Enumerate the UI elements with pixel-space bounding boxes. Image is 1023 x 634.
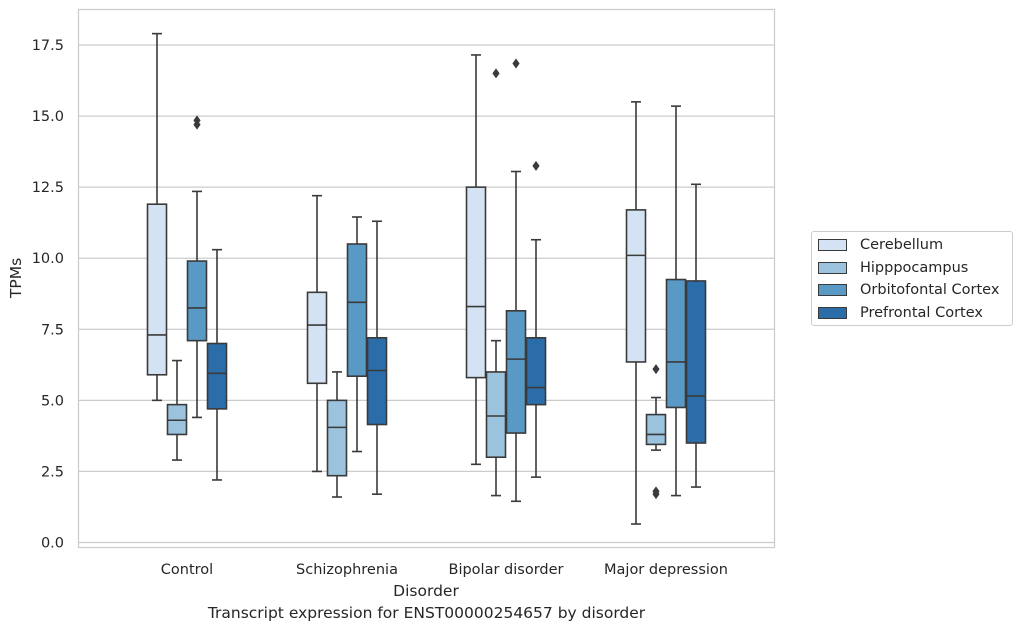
outlier-point — [532, 160, 540, 171]
box-body — [645, 413, 667, 446]
box — [206, 248, 228, 481]
legend-swatch — [818, 306, 847, 319]
box — [465, 54, 487, 466]
y-tick-labels: 0.0 2.5 5.0 7.5 10.0 12.5 15.0 17.5 — [32, 38, 64, 552]
outlier-point — [652, 364, 660, 375]
box — [525, 160, 547, 478]
legend-label: Hipppocampus — [860, 259, 969, 276]
outlier-point — [492, 68, 500, 79]
box-body — [485, 371, 507, 459]
box-body — [146, 203, 168, 376]
legend-swatch — [818, 261, 847, 274]
outlier-point — [512, 58, 520, 69]
box — [485, 68, 507, 497]
legend-item: Orbitofontal Cortex — [818, 280, 999, 300]
box — [505, 58, 527, 503]
box — [685, 183, 707, 488]
outlier-point — [193, 119, 201, 130]
y-tick-label: 15.0 — [32, 109, 64, 125]
box-body — [186, 260, 208, 342]
legend-swatch — [818, 239, 847, 251]
box — [166, 359, 188, 461]
box-body — [206, 342, 228, 410]
legend: Cerebellum Hipppocampus Orbitofontal Corte… — [811, 231, 1013, 326]
box — [366, 220, 388, 495]
y-tick-label: 10.0 — [32, 251, 64, 267]
plot-area-frame — [77, 8, 776, 549]
box-body — [685, 280, 707, 444]
x-tick-label: Control — [161, 562, 213, 578]
box — [146, 32, 168, 402]
legend-label: Orbitofontal Cortex — [860, 282, 1000, 298]
box-body — [326, 399, 348, 477]
box-body — [505, 310, 527, 434]
box — [645, 364, 667, 500]
x-tick-label: Schizophrenia — [296, 562, 398, 578]
box — [625, 101, 647, 525]
box — [326, 371, 348, 498]
box-body — [625, 209, 647, 363]
y-tick-label: 2.5 — [41, 464, 64, 480]
y-axis-label: TPMs — [7, 258, 25, 299]
box-body — [306, 291, 328, 385]
y-tick-label: 7.5 — [41, 322, 64, 338]
x-axis-label: Disorder — [393, 582, 459, 600]
x-tick-labels: Control Schizophrenia Bipolar disorder Majo… — [161, 562, 728, 578]
x-tick-label: Bipolar disorder — [449, 562, 564, 578]
box — [306, 194, 328, 473]
y-tick-label: 17.5 — [32, 38, 64, 54]
box-body — [366, 337, 388, 426]
legend-item: Hipppocampus — [818, 258, 968, 278]
box-body — [525, 337, 547, 406]
legend-swatch — [818, 284, 847, 296]
box-body — [346, 243, 368, 377]
legend-label: Prefrontal Cortex — [860, 304, 983, 321]
box-groups — [146, 32, 707, 525]
x-tick-label: Major depression — [604, 562, 728, 578]
box — [346, 216, 368, 453]
box — [186, 115, 208, 419]
legend-label: Cerebellum — [860, 237, 944, 253]
box-body — [665, 278, 687, 409]
outlier-point — [652, 489, 660, 500]
y-tick-label: 0.0 — [41, 536, 64, 552]
box — [665, 105, 687, 497]
legend-item: Prefrontal Cortex — [818, 303, 983, 323]
y-tick-label: 12.5 — [32, 180, 64, 196]
chart-caption: Transcript expression for ENST0000025465… — [207, 604, 646, 622]
box-body — [465, 186, 487, 379]
legend-item: Cerebellum — [818, 235, 943, 255]
y-tick-label: 5.0 — [41, 393, 64, 409]
